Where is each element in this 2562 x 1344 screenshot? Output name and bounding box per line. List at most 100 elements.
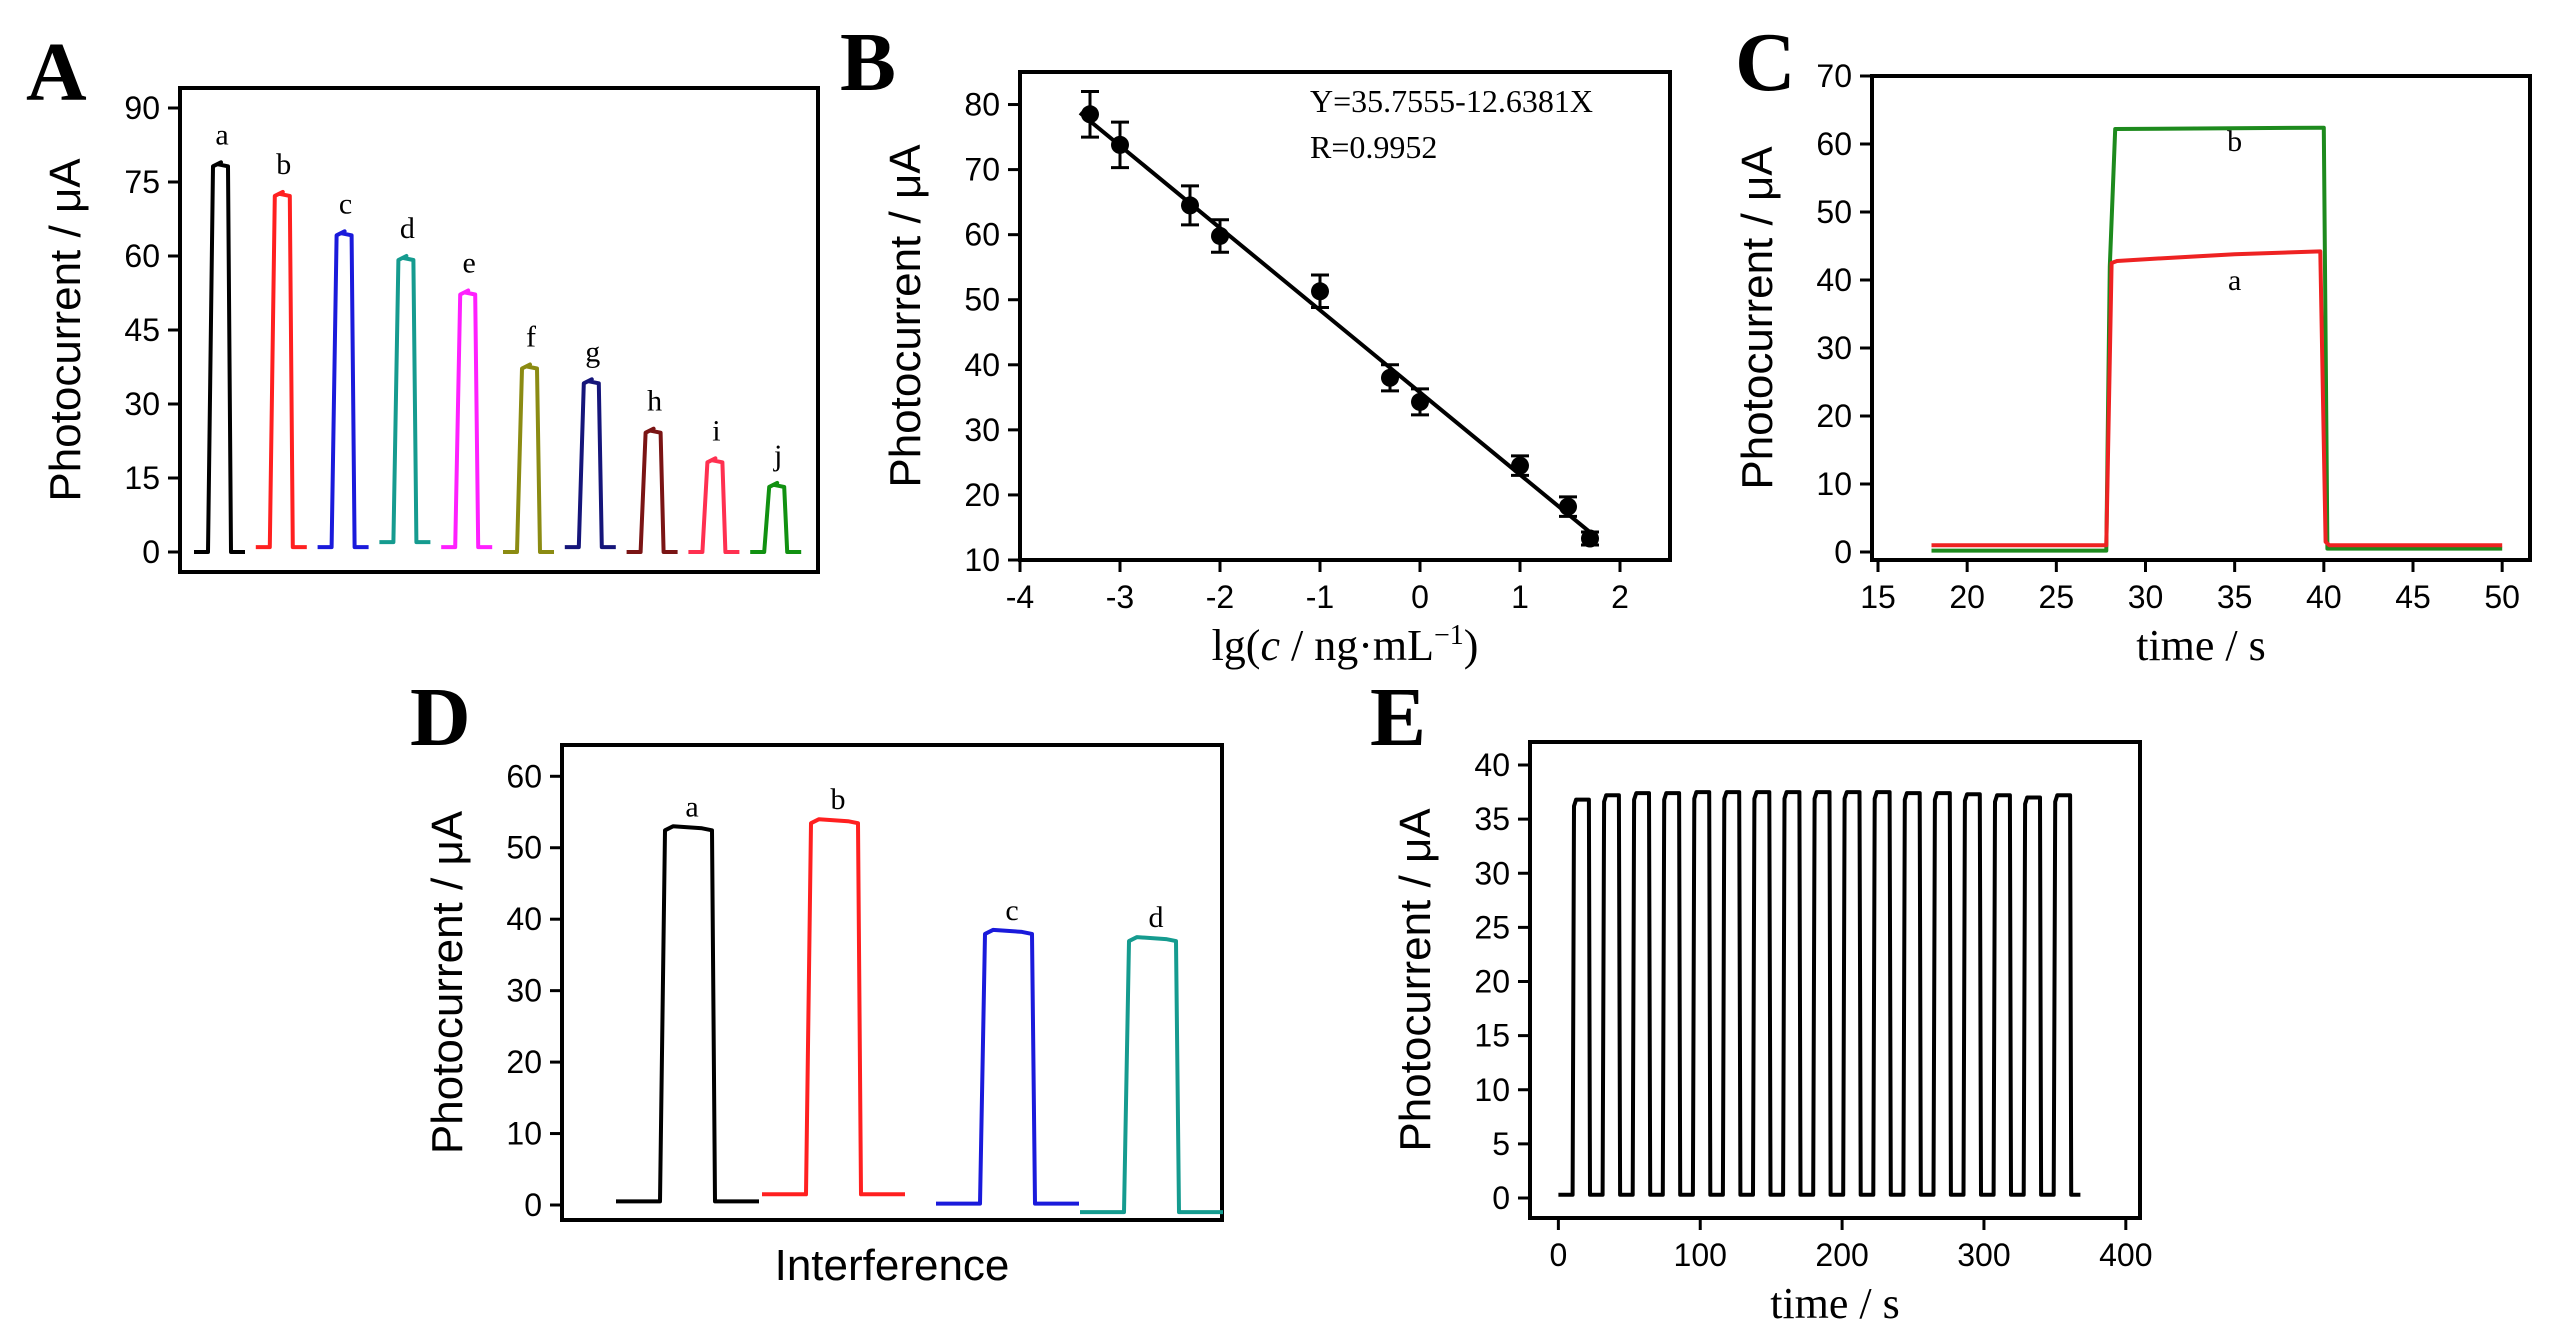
panel-d-y-axis-title: Photocurrent / μA	[423, 810, 472, 1154]
panel-a-y-tick-label: 90	[124, 90, 160, 126]
panel-d-y-tick-label: 40	[506, 901, 542, 937]
panel-b-y-tick-label: 80	[964, 87, 1000, 123]
panel-c-x-tick-label: 45	[2395, 579, 2431, 615]
panel-c-y-tick-label: 10	[1816, 466, 1852, 502]
panel-e-y-tick-label: 25	[1474, 909, 1510, 945]
panel-e-curve-cycles	[1558, 790, 2081, 1197]
panel-a-curve-label-f: f	[526, 321, 536, 354]
panel-a-curve-label-g: g	[585, 335, 600, 368]
panel-a-y-tick-label: 45	[124, 312, 160, 348]
panel-b-x-tick-label: 0	[1411, 579, 1429, 615]
panel-b-x-tick-label: 1	[1511, 579, 1529, 615]
panel-d-curve-label-d: d	[1149, 901, 1164, 934]
panel-e-y-tick-label: 40	[1474, 747, 1510, 783]
panel-a-curve-j	[750, 480, 802, 554]
panel-b-y-tick-label: 10	[964, 542, 1000, 578]
panel-b-y-tick-label: 50	[964, 282, 1000, 318]
panel-a-curve-g	[564, 377, 616, 550]
panel-b-data-point	[1311, 282, 1329, 301]
panel-a-y-tick-label: 60	[124, 238, 160, 274]
panel-a-curve-e	[441, 288, 493, 550]
panel-e-y-tick-label: 0	[1492, 1180, 1510, 1216]
panel-b-x-axis-title: lg(c / ng·mL−1)	[1212, 620, 1479, 670]
panel-d-frame	[560, 743, 1224, 1222]
panel-e-y-axis-title: Photocurrent / μA	[1391, 808, 1440, 1152]
panel-a-y-axis-title: Photocurrent / μA	[41, 158, 90, 502]
panel-c-y-tick-label: 30	[1816, 330, 1852, 366]
panel-d-y-tick-label: 30	[506, 973, 542, 1009]
panel-a-curve-label-j: j	[773, 439, 782, 472]
panel-c-curve-label-b: b	[2227, 125, 2242, 158]
panel-b-data-point	[1111, 135, 1129, 154]
panel-a-curve-b	[255, 189, 307, 550]
panel-c-y-tick-label: 60	[1816, 126, 1852, 162]
panel-b-y-tick-label: 40	[964, 347, 1000, 383]
panel-c-y-tick-label: 70	[1816, 58, 1852, 94]
panel-c-curve-a	[1931, 249, 2503, 548]
panel-c-y-tick-label: 40	[1816, 262, 1852, 298]
panel-label-b: B	[840, 16, 896, 109]
panel-e-x-axis-title: time / s	[1770, 1279, 1900, 1328]
panel-a-curve-h	[626, 426, 678, 554]
panel-b-fit-equation: Y=35.7555-12.6381X	[1310, 83, 1593, 119]
panel-d-curve-a	[616, 824, 759, 1204]
panel-a-y-tick-label: 0	[142, 534, 160, 570]
panel-c-x-tick-label: 40	[2306, 579, 2342, 615]
panel-e-x-tick-label: 0	[1549, 1237, 1567, 1273]
panel-d-curve-d	[1080, 935, 1223, 1215]
panel-a-curve-f	[503, 362, 554, 554]
panel-a-curve-c	[317, 229, 369, 550]
panel-b-fit-r-value: R=0.9952	[1310, 129, 1437, 165]
panel-c-y-axis-title: Photocurrent / μA	[1733, 146, 1782, 490]
panel-b-data-point	[1181, 196, 1199, 215]
panel-c-y-tick-label: 0	[1834, 534, 1852, 570]
panel-a-y-tick-label: 30	[124, 386, 160, 422]
panel-b-data-point	[1211, 226, 1229, 245]
panel-d-curve-b	[762, 817, 905, 1197]
panel-d-curve-c	[936, 927, 1079, 1206]
panel-d-curve-label-a: a	[685, 790, 698, 823]
panel-c-x-tick-label: 35	[2217, 579, 2253, 615]
panel-b-data-point	[1381, 368, 1399, 387]
panel-label-a: A	[26, 26, 87, 119]
panel-label-d: D	[410, 671, 471, 764]
panel-b-x-tick-label: -4	[1006, 579, 1034, 615]
panel-c-x-tick-label: 15	[1860, 579, 1896, 615]
panel-c-x-tick-label: 50	[2484, 579, 2520, 615]
panel-d-y-tick-label: 50	[506, 830, 542, 866]
panel-e-x-tick-label: 200	[1815, 1237, 1868, 1273]
panel-e-x-tick-label: 400	[2099, 1237, 2152, 1273]
panel-c-x-tick-label: 20	[1949, 579, 1985, 615]
panel-a-curve-label-h: h	[647, 385, 662, 418]
panel-e-y-tick-label: 10	[1474, 1072, 1510, 1108]
panel-e-y-tick-label: 30	[1474, 855, 1510, 891]
panel-d-curve-label-c: c	[1005, 894, 1018, 927]
panel-e-y-tick-label: 35	[1474, 801, 1510, 837]
panel-a-y-tick-label: 75	[124, 164, 160, 200]
panel-b-x-tick-label: -2	[1206, 579, 1234, 615]
panel-a-curve-label-e: e	[463, 247, 476, 280]
panel-d-y-tick-label: 10	[506, 1116, 542, 1152]
panel-e-x-tick-label: 100	[1674, 1237, 1727, 1273]
panel-b-x-tick-label: -3	[1106, 579, 1134, 615]
panel-label-c: C	[1735, 16, 1796, 109]
panel-b-frame	[1018, 70, 1672, 562]
panel-label-e: E	[1370, 671, 1426, 764]
panel-b-y-tick-label: 60	[964, 217, 1000, 253]
panel-d-y-tick-label: 0	[524, 1187, 542, 1223]
panel-c-curve-label-a: a	[2228, 264, 2241, 297]
panel-d-curve-label-b: b	[831, 783, 846, 816]
panel-b-y-tick-label: 30	[964, 412, 1000, 448]
panel-d-y-tick-label: 20	[506, 1044, 542, 1080]
panel-c-x-tick-label: 25	[2039, 579, 2075, 615]
panel-b-y-tick-label: 70	[964, 152, 1000, 188]
panel-c-frame	[1870, 74, 2532, 562]
panel-b-x-tick-label: -1	[1306, 579, 1334, 615]
panel-a-curve-label-d: d	[400, 212, 415, 245]
panel-a-curve-label-i: i	[712, 414, 720, 447]
panel-c-y-tick-label: 20	[1816, 398, 1852, 434]
panel-a-curve-label-b: b	[276, 148, 291, 181]
panel-b-data-point	[1411, 392, 1429, 411]
panel-d-x-axis-title: Interference	[775, 1241, 1010, 1290]
